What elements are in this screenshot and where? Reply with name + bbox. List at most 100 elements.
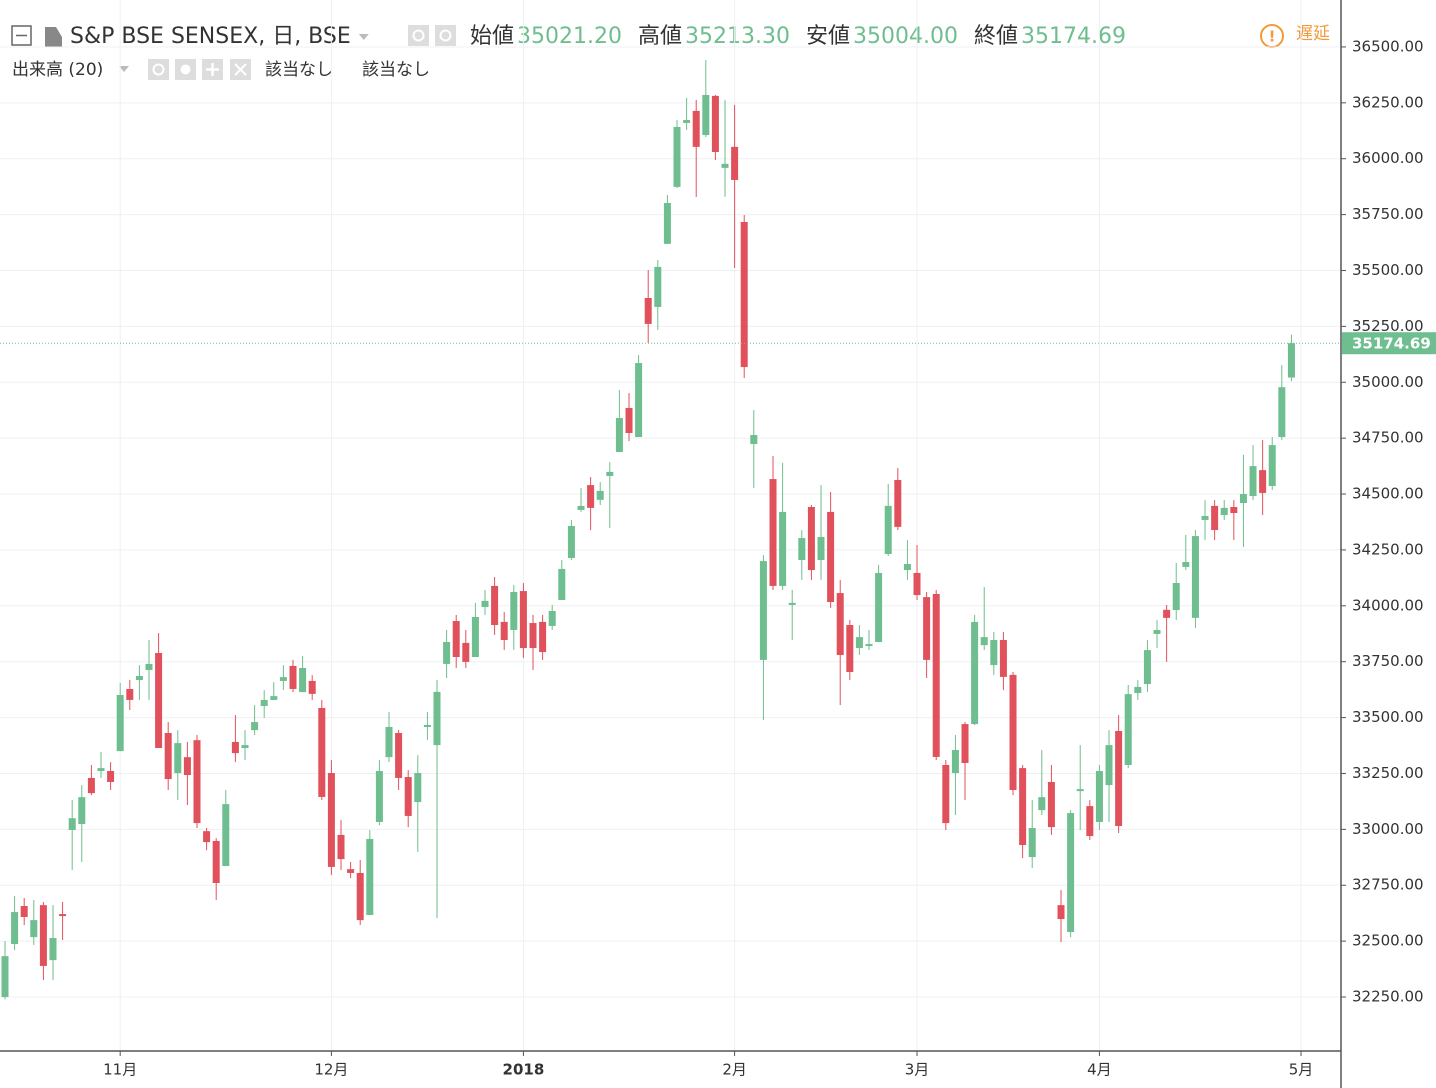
candle-body — [999, 640, 1007, 677]
candle-body — [20, 906, 28, 917]
candle-body — [615, 418, 623, 453]
candle-body — [462, 642, 470, 662]
icon-eye[interactable] — [148, 59, 169, 80]
candle-body — [500, 621, 508, 641]
candle-body — [145, 663, 153, 670]
ohlc-label: 高値 — [638, 24, 682, 49]
candle-body — [308, 680, 316, 694]
candle-body — [11, 912, 19, 945]
candle-body — [923, 597, 931, 660]
candle-body — [1278, 387, 1286, 438]
candle-body — [241, 745, 249, 748]
y-tick-label: 33750.00 — [1352, 652, 1424, 670]
y-tick-label: 36000.00 — [1352, 149, 1424, 167]
candle-body — [78, 797, 86, 824]
candle-body — [855, 637, 863, 649]
candle-body — [107, 771, 115, 782]
ohlc-value: 35174.69 — [1021, 24, 1126, 49]
candle-body — [97, 768, 105, 772]
candle-body — [174, 743, 182, 774]
candle-body — [481, 600, 489, 607]
candle-body — [1067, 813, 1075, 932]
candle-body — [164, 733, 172, 780]
candle-body — [894, 479, 902, 527]
candle-body — [87, 777, 95, 794]
candle-body — [414, 773, 422, 803]
candle-body — [673, 126, 681, 187]
dropdown-arrow[interactable] — [358, 34, 369, 40]
candle-body — [711, 95, 719, 153]
candle-body — [203, 831, 211, 843]
candle-body — [404, 777, 412, 816]
volume-icons[interactable] — [148, 59, 251, 80]
candle-body — [183, 757, 191, 776]
candle-body — [1086, 806, 1094, 837]
candle-body — [251, 722, 259, 731]
candle-body — [1134, 686, 1142, 693]
candle-body — [443, 642, 451, 664]
candle-body — [759, 561, 767, 660]
x-tick-label: 11月 — [103, 1061, 137, 1079]
candle-body — [299, 667, 307, 693]
icon-button[interactable] — [408, 25, 429, 46]
candle-body — [587, 485, 595, 508]
candle-body — [1105, 745, 1113, 786]
y-tick-label: 34250.00 — [1352, 540, 1424, 558]
candle-body — [347, 869, 355, 873]
candle-body — [1211, 505, 1219, 531]
icon-button[interactable] — [435, 25, 456, 46]
candle-body — [395, 733, 403, 778]
ohlc-label: 終値 — [974, 24, 1018, 49]
candle-body — [788, 602, 796, 605]
candle-body — [135, 676, 143, 681]
candle-body — [318, 707, 326, 797]
y-tick-label: 35750.00 — [1352, 205, 1424, 223]
collapse-button[interactable] — [11, 25, 32, 46]
y-tick-label: 32750.00 — [1352, 876, 1424, 894]
y-tick-label: 34500.00 — [1352, 485, 1424, 503]
candle-body — [596, 490, 604, 500]
candle-body — [1057, 905, 1065, 920]
candle-body — [990, 640, 998, 666]
candle-body — [798, 538, 806, 560]
dropdown-arrow[interactable] — [119, 66, 129, 72]
candle-body — [423, 724, 431, 727]
candle-body — [836, 593, 844, 655]
candle-body — [980, 637, 988, 646]
icon-mark — [439, 29, 452, 42]
y-tick-label: 32500.00 — [1352, 932, 1424, 950]
candle-body — [510, 591, 518, 630]
candle-body — [1268, 445, 1276, 486]
candle-body — [433, 691, 441, 746]
candle-body — [644, 297, 652, 324]
candle-body — [519, 591, 527, 649]
y-tick-label: 33000.00 — [1352, 820, 1424, 838]
volume-value: 該当なし — [362, 60, 430, 80]
candle-body — [884, 505, 892, 554]
candle-body — [193, 740, 201, 824]
volume-label: 出来高 (20) — [12, 60, 103, 80]
x-tick-label: 12月 — [314, 1061, 348, 1079]
last-price-label: 35174.69 — [1352, 335, 1431, 353]
candle-body — [731, 146, 739, 180]
candle-body — [212, 840, 220, 884]
delay-label[interactable]: 遅延 — [1296, 24, 1330, 44]
candle-body — [1047, 781, 1055, 828]
y-tick-label: 35000.00 — [1352, 373, 1424, 391]
candle-body — [1028, 828, 1036, 858]
ohlc-value: 35021.20 — [517, 24, 622, 49]
candle-body — [491, 585, 499, 626]
candle-body — [1287, 343, 1295, 378]
candle-body — [951, 750, 959, 774]
candle-body — [769, 479, 777, 586]
candle-body — [1076, 789, 1084, 792]
y-tick-label: 35250.00 — [1352, 317, 1424, 335]
candle-body — [1163, 609, 1171, 618]
delay-icon-mark: ! — [1269, 28, 1276, 46]
ohlc-value: 35213.30 — [685, 24, 790, 49]
y-tick-label: 36500.00 — [1352, 37, 1424, 55]
candle-body — [337, 834, 345, 860]
candle-body — [750, 435, 758, 444]
candle-body — [452, 621, 460, 658]
